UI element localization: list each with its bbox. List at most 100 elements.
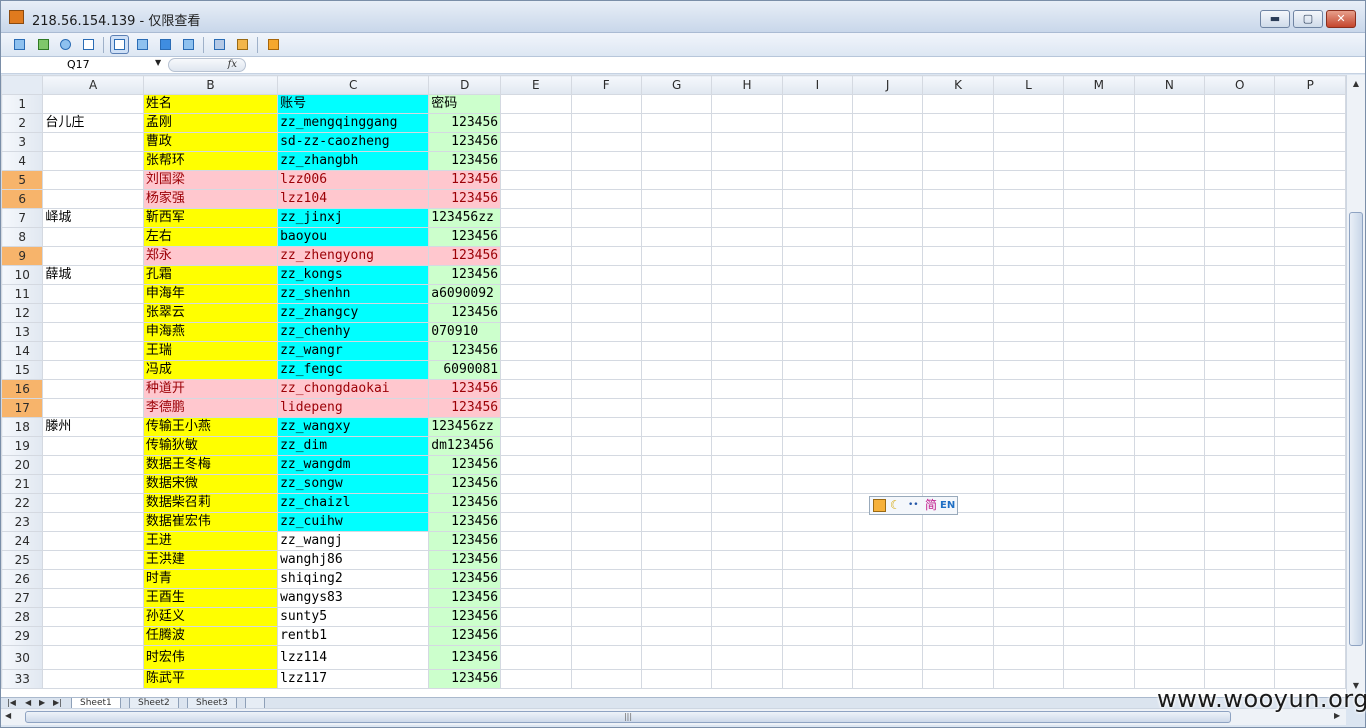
empty-cell[interactable] xyxy=(922,512,994,532)
empty-cell[interactable] xyxy=(1133,189,1206,209)
empty-cell[interactable] xyxy=(640,360,713,380)
empty-cell[interactable] xyxy=(1204,379,1276,399)
empty-cell[interactable] xyxy=(711,284,783,304)
empty-cell[interactable] xyxy=(992,398,1065,418)
empty-cell[interactable] xyxy=(1274,455,1346,475)
empty-cell[interactable] xyxy=(1204,322,1276,342)
empty-cell[interactable] xyxy=(500,588,572,608)
cell-password[interactable]: 123456 xyxy=(428,645,502,670)
empty-cell[interactable] xyxy=(1204,303,1276,323)
empty-cell[interactable] xyxy=(852,208,924,228)
column-header-n[interactable]: N xyxy=(1133,75,1206,95)
empty-cell[interactable] xyxy=(1204,436,1276,456)
empty-cell[interactable] xyxy=(852,417,924,437)
cell-name[interactable]: 时宏伟 xyxy=(142,645,279,670)
empty-cell[interactable] xyxy=(640,151,713,171)
cell-region[interactable] xyxy=(42,170,144,190)
empty-cell[interactable] xyxy=(852,474,924,494)
empty-cell[interactable] xyxy=(640,512,713,532)
empty-cell[interactable] xyxy=(711,322,783,342)
empty-cell[interactable] xyxy=(570,417,642,437)
empty-cell[interactable] xyxy=(640,322,713,342)
empty-cell[interactable] xyxy=(992,569,1065,589)
close-button[interactable]: ✕ xyxy=(1326,10,1356,28)
empty-cell[interactable] xyxy=(1274,246,1346,266)
cell-account[interactable]: zz_dim xyxy=(277,436,430,456)
empty-cell[interactable] xyxy=(1274,341,1346,361)
sheet-tab[interactable]: Sheet3 xyxy=(187,698,237,708)
empty-cell[interactable] xyxy=(1133,588,1206,608)
empty-cell[interactable] xyxy=(1063,493,1135,513)
empty-cell[interactable] xyxy=(852,303,924,323)
cell-region[interactable]: 薛城 xyxy=(42,265,144,285)
cell-password[interactable]: 123456 xyxy=(428,341,502,361)
cell-name[interactable]: 数据王冬梅 xyxy=(142,455,279,475)
empty-cell[interactable] xyxy=(992,588,1065,608)
empty-cell[interactable] xyxy=(570,398,642,418)
cell-account[interactable]: wangys83 xyxy=(277,588,430,608)
empty-cell[interactable] xyxy=(711,455,783,475)
empty-cell[interactable] xyxy=(852,113,924,133)
empty-cell[interactable] xyxy=(992,151,1065,171)
cell-password[interactable]: 123456 xyxy=(428,512,502,532)
cell-region[interactable] xyxy=(42,189,144,209)
empty-cell[interactable] xyxy=(500,474,572,494)
empty-cell[interactable] xyxy=(711,170,783,190)
cell-password[interactable]: 123456 xyxy=(428,626,502,646)
empty-cell[interactable] xyxy=(711,246,783,266)
empty-cell[interactable] xyxy=(711,379,783,399)
empty-cell[interactable] xyxy=(500,265,572,285)
empty-cell[interactable] xyxy=(640,588,713,608)
empty-cell[interactable] xyxy=(570,94,642,114)
empty-cell[interactable] xyxy=(640,265,713,285)
cell-region[interactable] xyxy=(42,436,144,456)
empty-cell[interactable] xyxy=(1063,303,1135,323)
cell-password[interactable]: 123456 xyxy=(428,379,502,399)
empty-cell[interactable] xyxy=(1063,132,1135,152)
empty-cell[interactable] xyxy=(711,474,783,494)
empty-cell[interactable] xyxy=(1133,94,1206,114)
empty-cell[interactable] xyxy=(500,360,572,380)
cell-password[interactable]: 123456 xyxy=(428,669,502,689)
cell-region[interactable]: 峄城 xyxy=(42,208,144,228)
cell-region[interactable] xyxy=(42,151,144,171)
cell-name[interactable]: 申海年 xyxy=(142,284,279,304)
horizontal-scroll-thumb[interactable]: ||| xyxy=(25,711,1231,723)
cell-account[interactable]: zz_cuihw xyxy=(277,512,430,532)
empty-cell[interactable] xyxy=(570,531,642,551)
empty-cell[interactable] xyxy=(922,645,994,670)
empty-cell[interactable] xyxy=(992,417,1065,437)
empty-cell[interactable] xyxy=(1133,626,1206,646)
row-header[interactable]: 6 xyxy=(1,189,44,209)
empty-cell[interactable] xyxy=(1133,341,1206,361)
empty-cell[interactable] xyxy=(640,132,713,152)
empty-cell[interactable] xyxy=(1063,588,1135,608)
empty-cell[interactable] xyxy=(570,189,642,209)
empty-cell[interactable] xyxy=(640,170,713,190)
empty-cell[interactable] xyxy=(992,322,1065,342)
cell-name[interactable]: 王瑞 xyxy=(142,341,279,361)
empty-cell[interactable] xyxy=(852,569,924,589)
empty-cell[interactable] xyxy=(992,265,1065,285)
empty-cell[interactable] xyxy=(1063,607,1135,627)
cell-name[interactable]: 张帮环 xyxy=(142,151,279,171)
empty-cell[interactable] xyxy=(852,132,924,152)
insert-sheet-icon[interactable] xyxy=(245,698,265,708)
empty-cell[interactable] xyxy=(1274,284,1346,304)
cell-region[interactable] xyxy=(42,246,144,266)
screen-icon[interactable] xyxy=(11,36,28,53)
column-header-o[interactable]: O xyxy=(1204,75,1276,95)
empty-cell[interactable] xyxy=(1204,151,1276,171)
cell-password[interactable]: 123456 xyxy=(428,132,502,152)
row-header[interactable]: 1 xyxy=(1,94,44,114)
column-header-k[interactable]: K xyxy=(922,75,994,95)
empty-cell[interactable] xyxy=(992,607,1065,627)
empty-cell[interactable] xyxy=(570,493,642,513)
empty-cell[interactable] xyxy=(852,398,924,418)
empty-cell[interactable] xyxy=(500,436,572,456)
row-header[interactable]: 33 xyxy=(1,669,44,689)
empty-cell[interactable] xyxy=(570,379,642,399)
empty-cell[interactable] xyxy=(570,360,642,380)
empty-cell[interactable] xyxy=(711,512,783,532)
empty-cell[interactable] xyxy=(1274,303,1346,323)
